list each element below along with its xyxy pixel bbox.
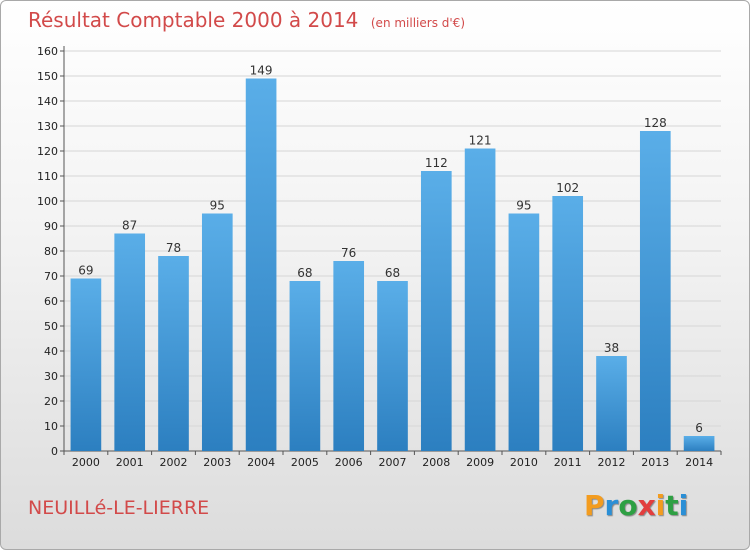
x-tick-label: 2012 [598,456,626,469]
value-label: 68 [385,266,400,280]
x-tick-label: 2010 [510,456,538,469]
value-label: 121 [469,134,492,148]
y-tick-label: 80 [44,245,58,258]
x-tick-label: 2000 [72,456,100,469]
commune-name: NEUILLé-LE-LIERRE [28,497,210,519]
bar-2011 [552,196,584,451]
bar-2004 [245,78,277,451]
logo-letter: P [584,489,605,522]
value-label: 112 [425,156,448,170]
x-tick-label: 2008 [422,456,450,469]
value-label: 95 [210,199,225,213]
value-label: 87 [122,219,137,233]
value-label: 68 [297,266,312,280]
x-tick-label: 2002 [160,456,188,469]
logo-letter: t [665,489,679,522]
logo-letter: i [678,489,689,522]
y-tick-label: 0 [51,445,58,458]
y-tick-label: 70 [44,270,58,283]
y-tick-label: 90 [44,220,58,233]
bars [70,78,715,451]
x-tick-label: 2009 [466,456,494,469]
y-tick-label: 10 [44,420,58,433]
y-tick-label: 100 [37,195,58,208]
value-label: 78 [166,241,181,255]
chart-subtitle: (en milliers d'€) [370,16,465,30]
bar-2001 [114,233,146,451]
value-label: 69 [78,264,93,278]
x-tick-label: 2014 [685,456,713,469]
chart-title: Résultat Comptable 2000 à 2014 [28,8,359,32]
bar-2010 [508,213,540,451]
y-tick-label: 20 [44,395,58,408]
y-tick-label: 160 [37,45,58,58]
value-label: 76 [341,246,356,260]
x-tick-label: 2004 [247,456,275,469]
logo-letter: r [604,489,619,522]
title-row: Résultat Comptable 2000 à 2014 (en milli… [28,8,465,32]
bar-2009 [464,148,496,451]
bar-2003 [201,213,233,451]
value-label: 149 [250,64,273,78]
value-label: 95 [516,199,531,213]
bar-2014 [683,436,715,451]
y-tick-label: 60 [44,295,58,308]
logo-letter: i [655,489,666,522]
logo-letter: x [637,489,656,522]
bar-2007 [377,281,408,451]
bar-2005 [289,281,321,451]
x-tick-label: 2003 [203,456,231,469]
value-label: 38 [604,341,619,355]
bar-2000 [70,278,102,451]
x-tick-label: 2013 [641,456,669,469]
labels: 0 10 20 30 40 50 60 70 80 90 100 110 120 130 140 150 160… [37,45,713,469]
y-tick-label: 30 [44,370,58,383]
y-tick-label: 130 [37,120,58,133]
value-label: 128 [644,116,667,130]
value-label: 102 [556,181,579,195]
bar-2008 [420,171,452,451]
x-tick-label: 2005 [291,456,319,469]
bar-2006 [333,261,365,451]
logo-letter: o [618,489,638,522]
y-tick-label: 150 [37,70,58,83]
x-tick-label: 2001 [116,456,144,469]
x-tick-label: 2011 [554,456,582,469]
bar-2012 [596,356,627,451]
y-tick-label: 140 [37,95,58,108]
bar-2013 [639,131,671,451]
y-tick-label: 40 [44,345,58,358]
x-tick-label: 2007 [379,456,407,469]
x-tick-label: 2006 [335,456,363,469]
value-label: 6 [695,421,703,435]
proxiti-logo: Proxiti [584,489,688,522]
y-tick-label: 50 [44,320,58,333]
y-tick-label: 120 [37,145,58,158]
y-tick-label: 110 [37,170,58,183]
bar-2002 [158,256,189,451]
